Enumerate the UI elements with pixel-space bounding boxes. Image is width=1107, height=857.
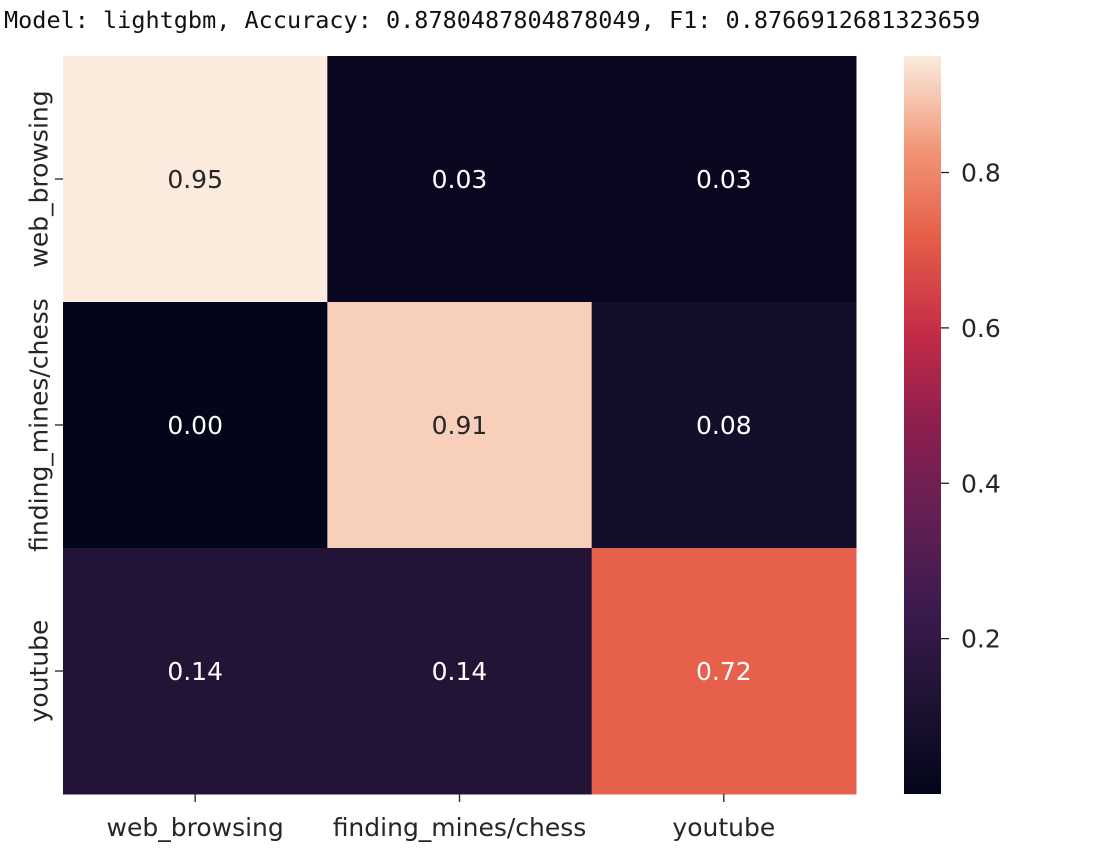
colorbar-gradient [904, 56, 941, 794]
y-tick-label: finding_mines/chess [25, 298, 54, 552]
colorbar-tick-label: 0.8 [961, 159, 1001, 188]
cell-annotation: 0.14 [432, 657, 488, 686]
cell-annotation: 0.72 [696, 657, 752, 686]
heatmap-cell [327, 302, 593, 549]
cell-annotation: 0.08 [696, 411, 752, 440]
cell-annotation: 0.91 [432, 411, 488, 440]
cell-annotation: 0.00 [167, 411, 223, 440]
x-tick-label: youtube [672, 813, 775, 842]
x-tick-label: finding_mines/chess [333, 813, 587, 842]
heatmap-cells [63, 56, 857, 795]
colorbar-tick-label: 0.6 [961, 314, 1001, 343]
colorbar [904, 56, 941, 794]
y-tick-label: youtube [25, 620, 54, 723]
heatmap-cell [327, 56, 593, 303]
y-tick-label: web_browsing [25, 90, 54, 267]
colorbar-tick-label: 0.4 [961, 469, 1001, 498]
heatmap-cell [591, 56, 857, 303]
heatmap-cell [63, 56, 328, 303]
heatmap-annotations: 0.95 0.03 0.03 0.00 0.91 0.08 0.14 0.14 0.72 [167, 165, 751, 686]
x-axis: web_browsing finding_mines/chess youtube [107, 794, 775, 842]
heatmap-cell [63, 548, 328, 795]
cell-annotation: 0.14 [167, 657, 223, 686]
heatmap-cell [327, 548, 593, 795]
cell-annotation: 0.03 [432, 165, 488, 194]
heatmap-cell [591, 548, 857, 795]
x-tick-label: web_browsing [107, 813, 284, 842]
cell-annotation: 0.95 [167, 165, 223, 194]
cell-annotation: 0.03 [696, 165, 752, 194]
heatmap-cell [63, 302, 328, 549]
colorbar-tick-label: 0.2 [961, 625, 1001, 654]
colorbar-ticks: 0.2 0.4 0.6 0.8 [941, 159, 1001, 654]
chart-title: Model: lightgbm, Accuracy: 0.87804878048… [4, 6, 981, 34]
heatmap-cell [591, 302, 857, 549]
